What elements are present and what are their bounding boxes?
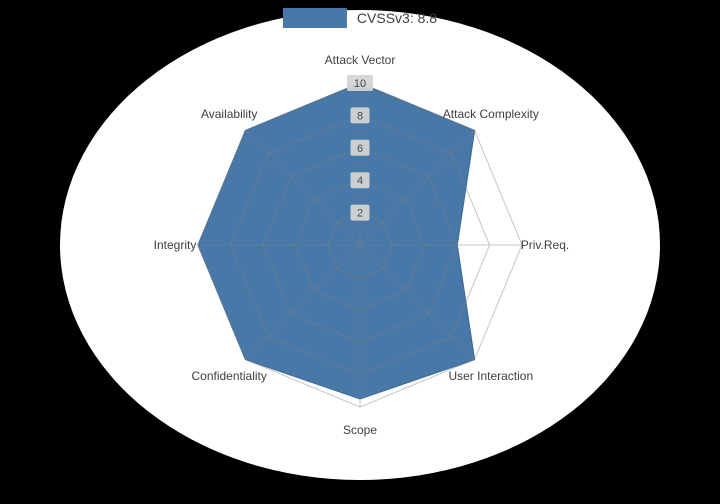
- tick-box: [350, 204, 370, 221]
- legend: CVSSv3: 8.8: [282, 8, 438, 28]
- axis-label: Priv.Req.: [521, 238, 569, 252]
- axis-label: Confidentiality: [191, 369, 266, 383]
- axis-label: Scope: [343, 423, 377, 437]
- tick-label: 6: [357, 143, 363, 155]
- tick-box: [350, 139, 370, 156]
- grid-spoke: [245, 130, 361, 246]
- axis-label: Attack Vector: [325, 53, 396, 67]
- tick-label: 8: [357, 110, 363, 122]
- grid-ring: [197, 82, 523, 408]
- legend-label: CVSSv3: 8.8: [356, 10, 438, 26]
- tick-label: 4: [357, 175, 363, 187]
- axis-label: Integrity: [154, 238, 197, 252]
- tick-box: [350, 107, 370, 124]
- grid-ring: [327, 212, 393, 278]
- axis-label: Attack Complexity: [443, 107, 539, 121]
- tick-label: 2: [357, 208, 363, 220]
- series-layer: [197, 82, 476, 400]
- tick-label: 10: [354, 78, 366, 90]
- data-polygon: [197, 82, 476, 400]
- grid-layer: [197, 82, 523, 408]
- grid-ring: [229, 114, 491, 376]
- tick-box: [350, 172, 370, 189]
- grid-spoke: [359, 244, 475, 360]
- grid-spoke: [359, 130, 475, 246]
- grid-ring: [294, 179, 426, 311]
- tick-layer: 2 4 6 8 10: [347, 75, 373, 221]
- grid-spoke: [245, 244, 361, 360]
- grid-ring: [262, 147, 458, 343]
- axis-label: Availability: [201, 107, 257, 121]
- axis-label: User Interaction: [448, 369, 533, 383]
- tick-box: [347, 75, 373, 91]
- label-layer: Attack Vector Attack Complexity Priv.Req. U…: [154, 53, 570, 437]
- legend-swatch: [282, 8, 347, 28]
